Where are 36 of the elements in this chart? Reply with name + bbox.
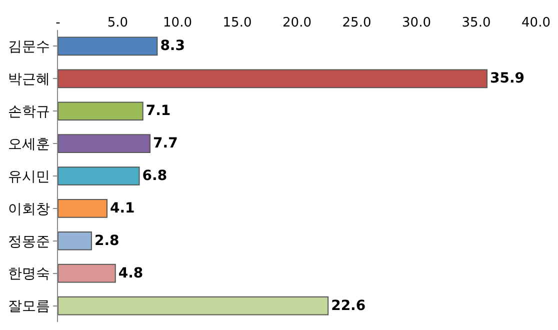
data-label: 35.9 [490, 70, 525, 87]
bar [58, 199, 108, 218]
x-tick-label: 40.0 [522, 15, 550, 30]
x-tick-label: - [56, 15, 61, 30]
x-tick-label: 30.0 [402, 15, 431, 30]
y-tick-label: 김문수 [8, 39, 50, 56]
x-tick-label: 35.0 [462, 15, 491, 30]
y-tick-label: 잘모름 [8, 298, 50, 315]
data-label: 4.8 [118, 265, 144, 282]
x-tick-label: 5.0 [107, 15, 128, 30]
x-tick-label: 20.0 [282, 15, 312, 30]
data-label: 2.8 [94, 232, 120, 249]
bar [58, 231, 92, 250]
y-tick-label: 이회창 [8, 201, 50, 218]
bar [58, 102, 144, 121]
bar [58, 69, 488, 88]
y-tick-label: 박근혜 [8, 72, 50, 88]
y-tick-label: 오세훈 [8, 136, 50, 152]
data-label: 8.3 [160, 38, 186, 54]
data-label: 7.7 [153, 136, 178, 152]
data-label: 6.8 [142, 168, 168, 184]
bar [58, 166, 140, 186]
bar [58, 36, 158, 56]
bar [58, 296, 329, 316]
data-label: 4.1 [110, 200, 135, 216]
bar [58, 134, 151, 153]
x-tick-label: 10.0 [163, 15, 192, 30]
bar [58, 264, 116, 283]
y-tick-label: 손학규 [8, 104, 50, 120]
data-label: 22.6 [331, 298, 366, 314]
x-tick-label: 15.0 [222, 15, 252, 30]
y-tick-label: 정몽준 [8, 234, 50, 250]
data-label: 7.1 [146, 103, 171, 120]
x-tick-label: 25.0 [342, 15, 372, 30]
y-tick-label: 한명숙 [8, 266, 50, 282]
y-tick-label: 유시민 [8, 168, 50, 185]
